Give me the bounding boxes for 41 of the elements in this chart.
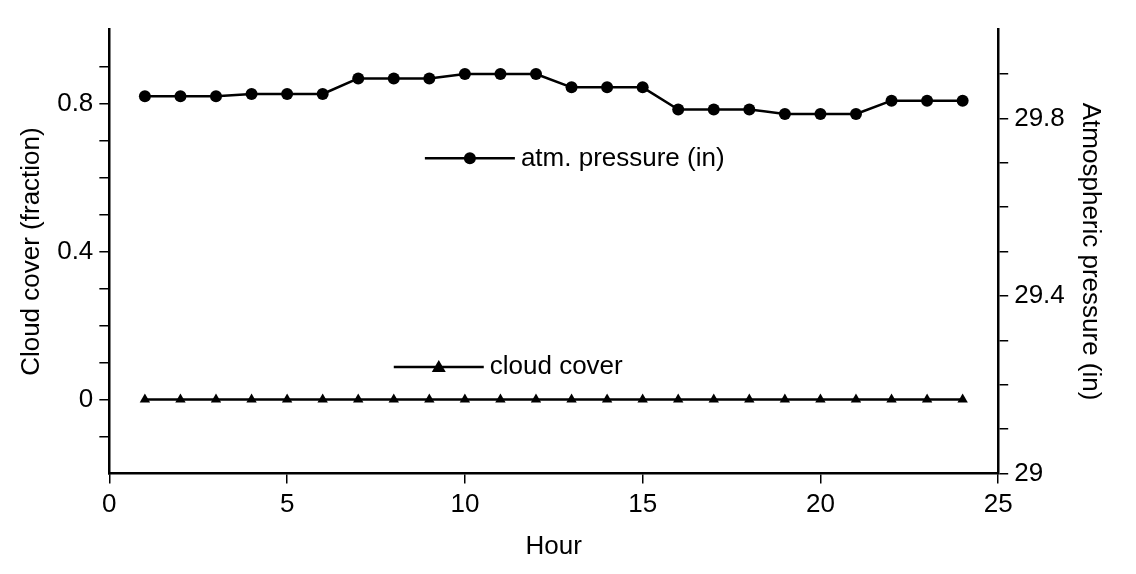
point [174, 90, 187, 103]
y-tick-label: 0.8 [57, 86, 94, 117]
point [316, 87, 329, 100]
point [352, 72, 365, 85]
y2-tick-label: 29.4 [1014, 279, 1065, 310]
point [210, 90, 223, 103]
y2-tick-label: 29.8 [1014, 101, 1065, 132]
y2-axis-title: Atmospheric pressure (in) [1077, 102, 1108, 401]
point [956, 94, 969, 107]
point [529, 68, 542, 80]
point [245, 87, 258, 100]
point [601, 81, 614, 94]
legend-label: cloud cover [489, 350, 624, 381]
point [814, 107, 827, 120]
y-axis-title: Cloud cover (fraction) [14, 127, 45, 376]
point [707, 103, 720, 116]
legend-label: atm. pressure (in) [520, 141, 725, 172]
x-tick-label: 10 [450, 488, 480, 519]
y-tick-label: 0 [78, 382, 94, 413]
point [138, 90, 151, 103]
point [885, 94, 898, 107]
y-tick-label: 0.4 [57, 234, 94, 265]
point [849, 107, 862, 120]
point [778, 107, 791, 120]
x-tick-label: 25 [983, 488, 1013, 519]
point [743, 103, 756, 116]
point [565, 81, 578, 94]
point [387, 72, 400, 85]
point [423, 72, 436, 85]
point [672, 103, 685, 116]
point [281, 87, 294, 100]
point [494, 68, 507, 80]
x-tick-label: 20 [805, 488, 835, 519]
point [921, 94, 934, 107]
x-tick-label: 5 [279, 488, 295, 519]
y2-tick-label: 29 [1014, 456, 1044, 487]
x-tick-label: 0 [102, 488, 117, 519]
point [458, 68, 471, 80]
x-tick-label: 15 [628, 488, 658, 519]
point [636, 81, 649, 94]
x-axis-title: Hour [525, 529, 583, 560]
